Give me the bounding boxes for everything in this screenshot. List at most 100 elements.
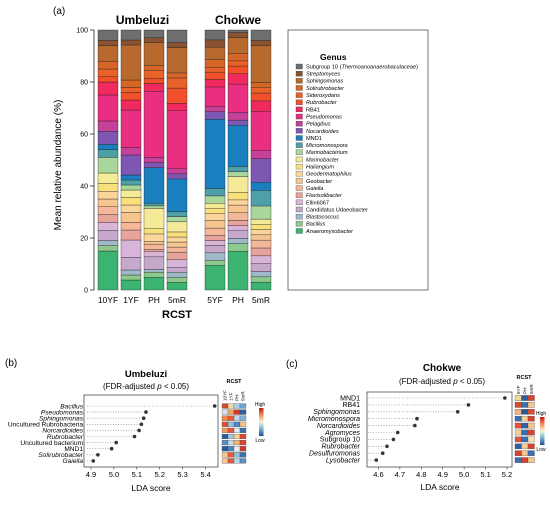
bar-segment-streptomyces: [166, 42, 188, 48]
lda-point-norcardioides: [137, 428, 141, 433]
bar-segment-bacillus: [143, 271, 165, 278]
bar-segment-micromonospora: [227, 166, 249, 172]
bar-segment-solirubrobacter: [143, 65, 165, 71]
bar-segment-candidatus-udaeobacter: [204, 245, 226, 254]
panel-c-color-scale: [540, 417, 545, 445]
heatmap-cell: [521, 402, 529, 408]
heatmap-cell: [527, 443, 535, 450]
heatmap-cell: [514, 429, 522, 436]
bar-segment-marinobacter: [120, 189, 142, 198]
legend-swatch-anaeromyxobacter: [295, 228, 303, 234]
heatmap-cell: [521, 409, 529, 415]
bar-segment-anaeromyxobacter: [143, 277, 165, 291]
bar-ph-2: [143, 29, 165, 291]
bar-segment-pseudomonas: [166, 110, 188, 170]
panel-c-scale-high: High: [536, 411, 547, 417]
bar-segment-pseudomonas: [204, 86, 226, 107]
heatmap-cell: [514, 457, 522, 463]
bar-segment-blastococcus: [204, 252, 226, 261]
bar-segment-ellin6067: [166, 259, 188, 268]
bar-ph-5: [227, 29, 249, 291]
bar-segment-anaeromyxobacter: [250, 281, 272, 291]
bar-segment-rubrobacter: [97, 76, 119, 83]
heatmap-cell: [521, 450, 529, 456]
bar-segment-flavisolibacter: [120, 229, 142, 241]
bar-segment-micromonospora: [166, 211, 188, 217]
heatmap-cell: [527, 415, 535, 422]
feature-label-mnd1: MND1: [64, 446, 83, 453]
lda-point-mnd1: [503, 396, 507, 400]
bar-segment-blastococcus: [250, 271, 272, 278]
bar-segment-nocardioides: [120, 154, 142, 176]
bar-segment-sphingomonas: [250, 45, 272, 83]
bar-segment-subgroup-10-thermoanoanaerobaculaceae: [204, 29, 226, 41]
heatmap-cell: [239, 415, 247, 421]
bar-segment-marinobacterium: [204, 195, 226, 204]
bar-segment-sideroxydans: [250, 87, 272, 94]
legend-swatch-flavisolibacter: [295, 192, 303, 198]
feature-label-rubrobacter: Rubrobacter: [321, 444, 360, 451]
legend-label-haliangium: Haliangium: [306, 165, 334, 171]
heatmap-cell: [239, 421, 247, 427]
heatmap-cell: [521, 457, 529, 463]
bar-segment-geodermatophilus: [97, 191, 119, 200]
heatmap-cell: [239, 440, 247, 446]
legend-swatch-geobacter: [295, 178, 303, 184]
panel-b-scale-high: High: [255, 402, 266, 408]
bar-segment-rubrobacter: [120, 92, 142, 101]
bar-segment-marinobacterium: [250, 205, 272, 220]
legend-label-gaiella: Gaiella: [306, 186, 323, 192]
bar-segment-pelagibus: [250, 150, 272, 159]
heatmap-cell: [227, 458, 235, 464]
bar-segment-sideroxydans: [166, 77, 188, 89]
heatmap-cell: [514, 450, 522, 456]
heatmap-cell: [239, 433, 247, 440]
legend-swatch-ellin6067: [295, 199, 303, 206]
bar-segment-marinobacterium: [120, 184, 142, 191]
bar-segment-pelagibus: [227, 112, 249, 121]
bar-segment-rubrobacter: [204, 71, 226, 80]
bar-segment-blastococcus: [97, 240, 119, 246]
heatmap-cell: [221, 421, 229, 427]
bar-segment-nocardioides: [250, 158, 272, 183]
bar-segment-pseudomonas: [97, 94, 119, 122]
panel-b-lda-umbeluzi: (b) Umbeluzi (FDR-adjusted p < 0.05) Bac…: [5, 358, 265, 493]
feature-label-rubrobacter: Rubrobacter: [47, 434, 84, 441]
legend-label-ellin6067: Ellin6067: [306, 200, 329, 206]
bar-segment-geobacter: [227, 204, 249, 213]
bar-segment-pelagibus: [97, 120, 119, 132]
x-axis-label: RCST: [162, 309, 192, 321]
bar-segment-pelagibus: [204, 106, 226, 112]
bar-5mr-3: [166, 29, 188, 291]
heatmap-cell: [227, 403, 235, 409]
panel-b-color-scale: [259, 408, 264, 436]
legend-label-sphingomonas: Sphingomonas: [306, 79, 344, 85]
panel-c-subtitle: (FDR-adjusted p < 0.05): [399, 377, 485, 386]
x-tick-label: 4.7: [395, 470, 405, 479]
bar-segment-streptomyces: [97, 40, 119, 46]
bar-segment-pseudomonas: [227, 83, 249, 113]
bar-segment-haliangium: [166, 231, 188, 238]
feature-label-uncultured-rubrobacteria: Uncultured Rubrobacteria: [8, 422, 83, 429]
heatmap-cell: [514, 395, 522, 401]
x-tick-label: 5.1: [132, 470, 142, 479]
heatmap-cell: [239, 458, 247, 464]
panel-b-heatmap-title: RCST: [227, 379, 243, 385]
legend-label-pseudomonas: Pseudomonas: [306, 114, 342, 120]
y-axis-ticks: 0 20 40 60 80 100: [76, 28, 94, 295]
legend-swatch-blastococcus: [295, 213, 303, 220]
bar-segment-micromonospora: [250, 190, 272, 207]
bar-segment-gaiella: [204, 227, 226, 236]
y-tick-label: 20: [80, 236, 88, 243]
heatmap-cell: [514, 443, 522, 450]
legend-label-nocardioides: Nocardioides: [306, 129, 339, 135]
bar-segment-pseudomonas: [250, 111, 272, 151]
x-tick-label-5mr: 5mR: [168, 295, 186, 305]
x-tick-label: 4.6: [373, 470, 383, 479]
bar-segment-geobacter: [143, 241, 165, 245]
legend-swatch-sideroxydans: [295, 92, 303, 98]
legend-label-pelagibus: Pelagibus: [306, 122, 331, 128]
bar-segment-streptomyces: [227, 32, 249, 38]
bar-segment-sphingomonas: [227, 37, 249, 54]
